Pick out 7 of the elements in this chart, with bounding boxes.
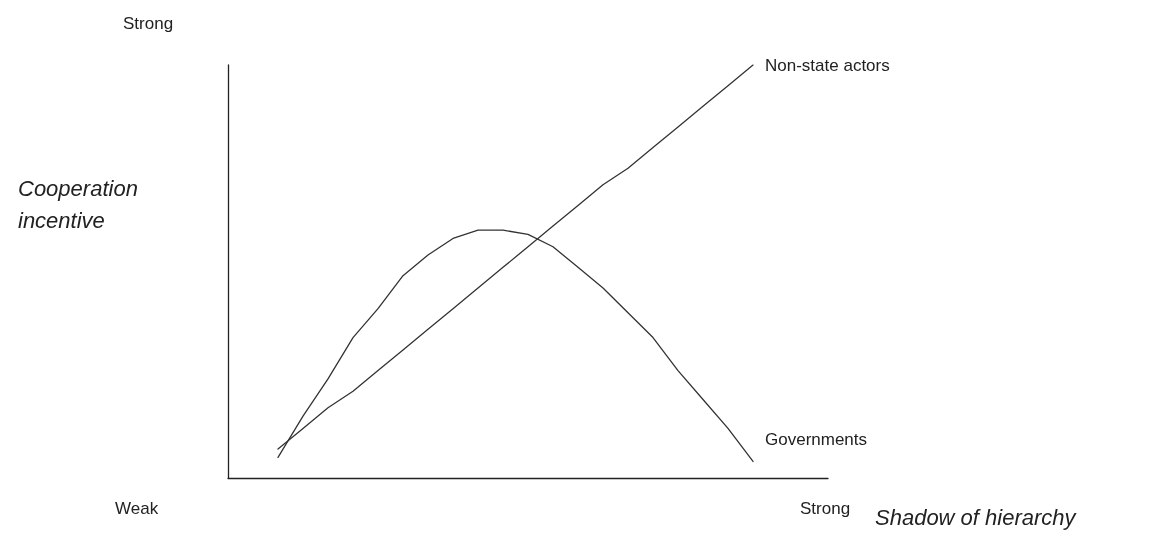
series-label: Non-state actors [765,55,890,75]
x-axis-title: Shadow of hierarchy [875,504,1078,530]
y-axis-title: Cooperation incentive [18,175,144,233]
text: Strong [800,499,851,518]
text: Strong [123,14,174,33]
text: Weak [115,499,159,518]
series-label: Governments [765,429,868,449]
